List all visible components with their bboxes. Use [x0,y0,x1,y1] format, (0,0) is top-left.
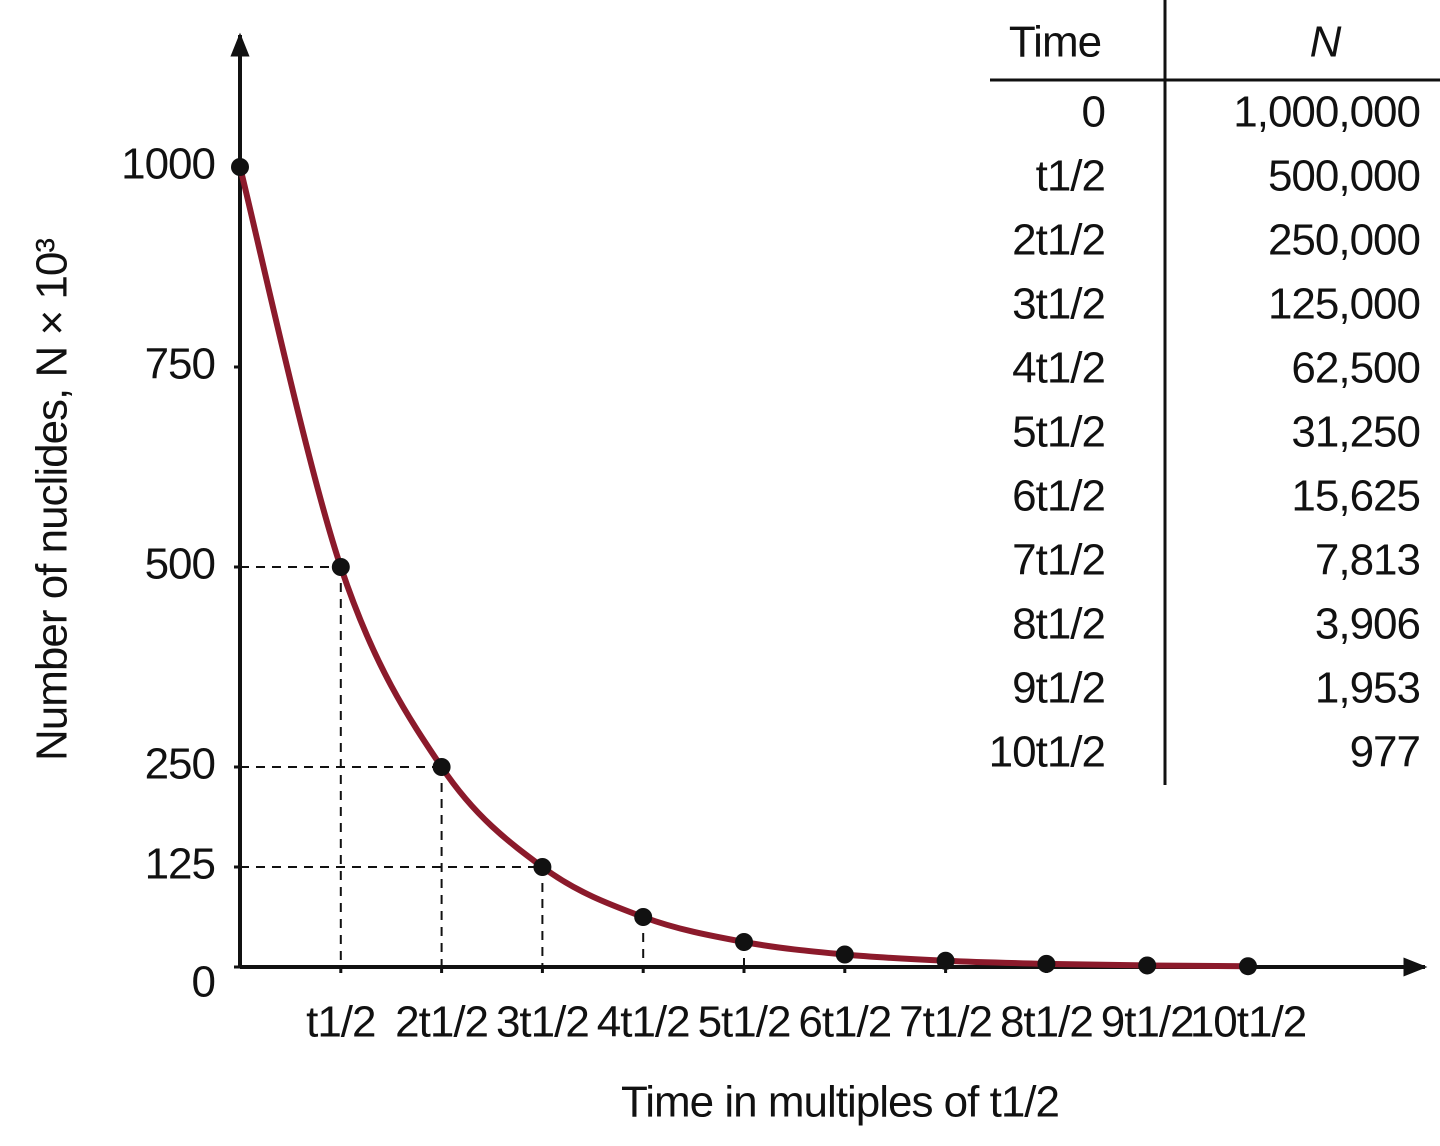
x-tick-label: t1/2 [306,998,375,1047]
table-count: 15,625 [1291,472,1420,521]
table-time: 6t1/2 [1012,472,1105,521]
y-tick-label: 500 [145,540,215,589]
y-tick-label: 250 [145,740,215,789]
y-tick-label: 125 [145,840,215,889]
y-tick-label: 0 [192,958,215,1007]
data-point [231,158,249,176]
table-count: 1,000,000 [1233,88,1420,137]
x-tick-label: 2t1/2 [395,998,488,1047]
table-count: 250,000 [1268,216,1420,265]
table-count: 1,953 [1315,664,1420,713]
table-header: Time [1009,18,1101,67]
x-tick-label: 9t1/2 [1101,998,1194,1047]
table-time: 0 [1082,88,1105,137]
y-tick-label: 750 [145,340,215,389]
data-point [533,858,552,876]
x-axis-title: Time in multiples of t1/2 [621,1078,1059,1127]
x-tick-label: 6t1/2 [798,998,891,1047]
table-count: 3,906 [1315,600,1420,649]
x-tick-label: 4t1/2 [597,998,690,1047]
table-count: 500,000 [1268,152,1420,201]
x-tick-label: 7t1/2 [899,998,992,1047]
data-point [331,558,350,576]
table-time: 8t1/2 [1012,600,1105,649]
table-time: 9t1/2 [1012,664,1105,713]
data-point [1138,956,1157,975]
data-point [634,908,653,926]
table-time: 7t1/2 [1012,536,1105,585]
y-axis-title: Number of nuclides, N × 10³ [28,239,77,761]
x-tick-label: 10t1/2 [1190,998,1306,1047]
x-tick-label: 5t1/2 [698,998,791,1047]
x-tick-label: 3t1/2 [496,998,589,1047]
table-count: 31,250 [1291,408,1420,457]
data-point [432,758,451,776]
data-point [735,933,753,951]
y-tick-label: 1000 [121,140,215,189]
table-time: 2t1/2 [1012,216,1105,265]
x-tick-label: 8t1/2 [1000,998,1093,1047]
table-count: 977 [1350,728,1420,777]
table-time: 10t1/2 [989,728,1105,777]
data-point [1037,954,1056,973]
table-time: t1/2 [1036,152,1105,201]
data-point [1239,957,1257,976]
table-count: 62,500 [1291,344,1420,393]
table-header: N [1310,18,1342,67]
table-count: 7,813 [1315,536,1420,585]
data-point [936,951,955,970]
data-point [835,945,854,964]
table-time: 5t1/2 [1012,408,1105,457]
table-time: 4t1/2 [1012,344,1105,393]
table-time: 3t1/2 [1012,280,1105,329]
table-count: 125,000 [1268,280,1420,329]
